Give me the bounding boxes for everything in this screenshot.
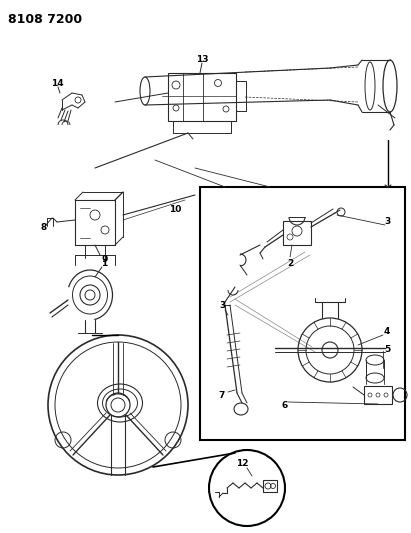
Text: 12: 12	[236, 459, 248, 469]
Text: 9: 9	[102, 255, 108, 264]
Text: 1: 1	[101, 259, 107, 268]
Text: 10: 10	[169, 206, 181, 214]
Text: 13: 13	[196, 55, 208, 64]
Bar	[283, 221, 311, 245]
Text: 2: 2	[287, 259, 293, 268]
Text: 7: 7	[219, 391, 225, 400]
Text: 6: 6	[282, 400, 288, 409]
Text: 14: 14	[51, 79, 63, 88]
Text: 3: 3	[384, 217, 390, 227]
Bar	[200, 187, 405, 440]
Bar	[168, 73, 236, 121]
Bar	[263, 480, 277, 492]
Text: 4: 4	[384, 327, 390, 336]
Text: 8: 8	[41, 223, 47, 232]
Text: 3: 3	[219, 301, 225, 310]
Text: 8108 7200: 8108 7200	[8, 13, 82, 26]
Bar	[364, 386, 392, 404]
Text: 5: 5	[384, 345, 390, 354]
